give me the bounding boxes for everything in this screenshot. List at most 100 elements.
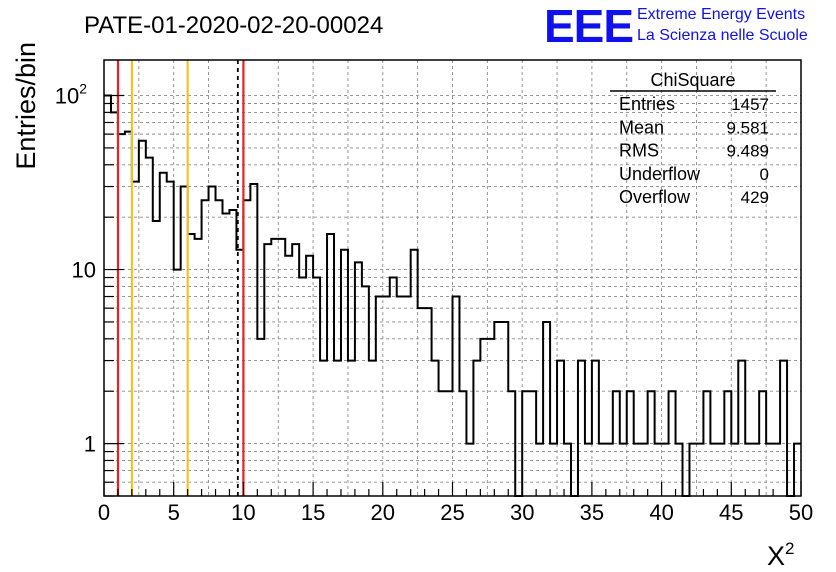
y-axis-title: Entries/bin — [11, 42, 41, 170]
stats-value: 9.581 — [726, 118, 769, 137]
axes — [103, 59, 802, 497]
histogram-bin — [578, 361, 585, 496]
stats-value: 429 — [741, 188, 769, 207]
histogram-bin — [250, 184, 257, 496]
stats-label: RMS — [619, 141, 659, 161]
chart-title: PATE-01-2020-02-20-00024 — [84, 12, 383, 39]
x-tick-label: 0 — [98, 500, 110, 525]
histogram-bin — [453, 297, 460, 496]
histogram-bin — [209, 187, 216, 496]
histogram-bin — [696, 444, 703, 496]
x-axis-title: X2 — [767, 539, 794, 571]
histogram-bin — [369, 361, 376, 496]
x-tick-label: 15 — [301, 500, 325, 525]
histogram-bin — [139, 141, 146, 496]
histogram-bin — [634, 444, 641, 496]
x-tick-label: 35 — [580, 500, 604, 525]
histogram-bin — [752, 444, 759, 496]
histogram-bin — [780, 361, 787, 496]
histogram-bin — [390, 278, 397, 496]
x-tick-label: 10 — [231, 500, 255, 525]
x-tick-label: 30 — [510, 500, 534, 525]
x-tick-labels: 0 5 10 15 20 25 30 35 40 45 50 — [98, 500, 813, 525]
histogram-bin — [585, 444, 592, 496]
histogram-bin — [285, 256, 292, 496]
histogram-bin — [348, 361, 355, 496]
histogram-bin — [299, 278, 306, 496]
histogram-bin — [620, 444, 627, 496]
histogram-bin — [564, 444, 571, 496]
histogram-bin — [731, 444, 738, 496]
histogram-bin — [195, 239, 202, 496]
histogram-bin — [222, 213, 229, 496]
x-tick-label: 50 — [789, 500, 813, 525]
stats-label: Overflow — [619, 187, 691, 207]
eee-logo: EEE Extreme Energy Events La Scienza nel… — [544, 0, 808, 52]
histogram-bin — [543, 322, 550, 496]
histogram-bin — [648, 391, 655, 496]
histogram-bin — [411, 250, 418, 496]
histogram-bin — [334, 361, 341, 496]
histogram-bin — [676, 444, 683, 496]
logo-line-1: Extreme Energy Events — [637, 6, 805, 23]
stats-value: 9.489 — [726, 142, 769, 161]
histogram-bin — [202, 200, 209, 496]
y-tick-label: 10 — [72, 258, 96, 283]
histogram-bin — [473, 361, 480, 496]
histogram-bin — [216, 200, 223, 496]
histogram-bin — [627, 391, 634, 496]
histogram-bin — [167, 182, 174, 496]
stats-value: 0 — [760, 165, 769, 184]
x-tick-label: 25 — [440, 500, 464, 525]
histogram-bin — [432, 361, 439, 496]
histogram-bin — [550, 444, 557, 496]
stats-label: Entries — [619, 94, 675, 114]
x-tick-label: 45 — [719, 500, 743, 525]
histogram-bin — [710, 444, 717, 496]
histogram-bin — [655, 444, 662, 496]
histogram-bin — [522, 391, 529, 496]
marker-lines — [116, 60, 245, 496]
histogram-bin — [160, 173, 167, 496]
logo-line-2: La Scienza nelle Scuole — [637, 27, 808, 44]
histogram-bin — [229, 210, 236, 496]
stats-label: Mean — [619, 117, 664, 137]
histogram-bin — [341, 250, 348, 496]
histogram-bin — [146, 158, 153, 496]
stats-box: ChiSquare Entries 1457 Mean 9.581 RMS 9.489 Un… — [610, 70, 776, 207]
histogram-bin — [327, 234, 334, 496]
histogram-bin — [529, 391, 536, 496]
histogram-bin — [724, 391, 731, 496]
histogram-bin — [494, 322, 501, 496]
histogram-bin — [606, 444, 613, 496]
histogram-bin — [703, 391, 710, 496]
histogram-bin — [599, 444, 606, 496]
histogram-bin — [174, 270, 181, 496]
histogram-bin — [446, 391, 453, 496]
histogram-bin — [376, 297, 383, 496]
histogram-bin — [773, 444, 780, 496]
histogram-bin — [278, 239, 285, 496]
logo-mark: EEE — [544, 0, 633, 52]
histogram-bin — [292, 244, 299, 496]
histogram-bin — [320, 361, 327, 496]
histogram-bin — [459, 391, 466, 496]
histogram-bin — [557, 361, 564, 496]
histogram-bin — [641, 444, 648, 496]
histogram-bin — [153, 221, 160, 496]
stats-label: Underflow — [619, 164, 701, 184]
histogram-bin — [501, 322, 508, 496]
histogram-bin — [418, 308, 425, 496]
histogram-bin — [717, 444, 724, 496]
histogram-bin — [397, 297, 404, 496]
histogram-bin — [613, 391, 620, 496]
stats-value: 1457 — [731, 95, 769, 114]
histogram-bin — [362, 286, 369, 496]
histogram-bin — [383, 297, 390, 496]
histogram-bin — [466, 444, 473, 496]
y-tick-label: 1 — [84, 432, 96, 457]
histogram-bin — [794, 444, 801, 496]
histogram-bin — [738, 361, 745, 496]
histogram-bin — [592, 361, 599, 496]
histogram-bin — [669, 391, 676, 496]
